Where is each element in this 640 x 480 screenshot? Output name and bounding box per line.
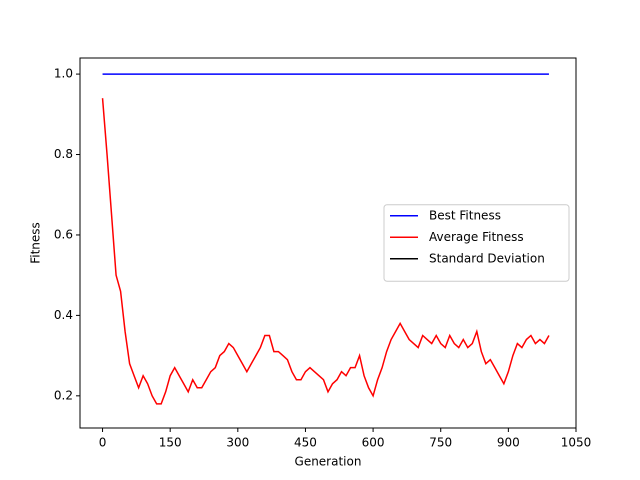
- x-tick-label: 0: [99, 436, 107, 450]
- legend-label: Best Fitness: [429, 208, 501, 222]
- y-tick-label: 1.0: [54, 67, 73, 81]
- legend-box: [383, 204, 570, 282]
- y-axis-label: Fitness: [29, 222, 43, 264]
- x-tick-label: 450: [294, 436, 317, 450]
- x-tick-label: 150: [159, 436, 182, 450]
- legend-label: Average Fitness: [429, 230, 524, 244]
- y-tick-label: 0.6: [54, 227, 73, 241]
- x-axis-label: Generation: [295, 455, 362, 469]
- y-tick-label: 0.2: [54, 388, 73, 402]
- x-tick-label: 900: [497, 436, 520, 450]
- series-line: [101, 98, 550, 405]
- x-tick-label: 1050: [561, 436, 592, 450]
- x-tick-label: 300: [226, 436, 249, 450]
- y-tick-label: 0.8: [54, 147, 73, 161]
- legend-label: Standard Deviation: [429, 251, 545, 265]
- x-tick-label: 600: [362, 436, 385, 450]
- y-tick-label: 0.4: [54, 308, 73, 322]
- x-tick-label: 750: [429, 436, 452, 450]
- plot-frame: [79, 57, 577, 429]
